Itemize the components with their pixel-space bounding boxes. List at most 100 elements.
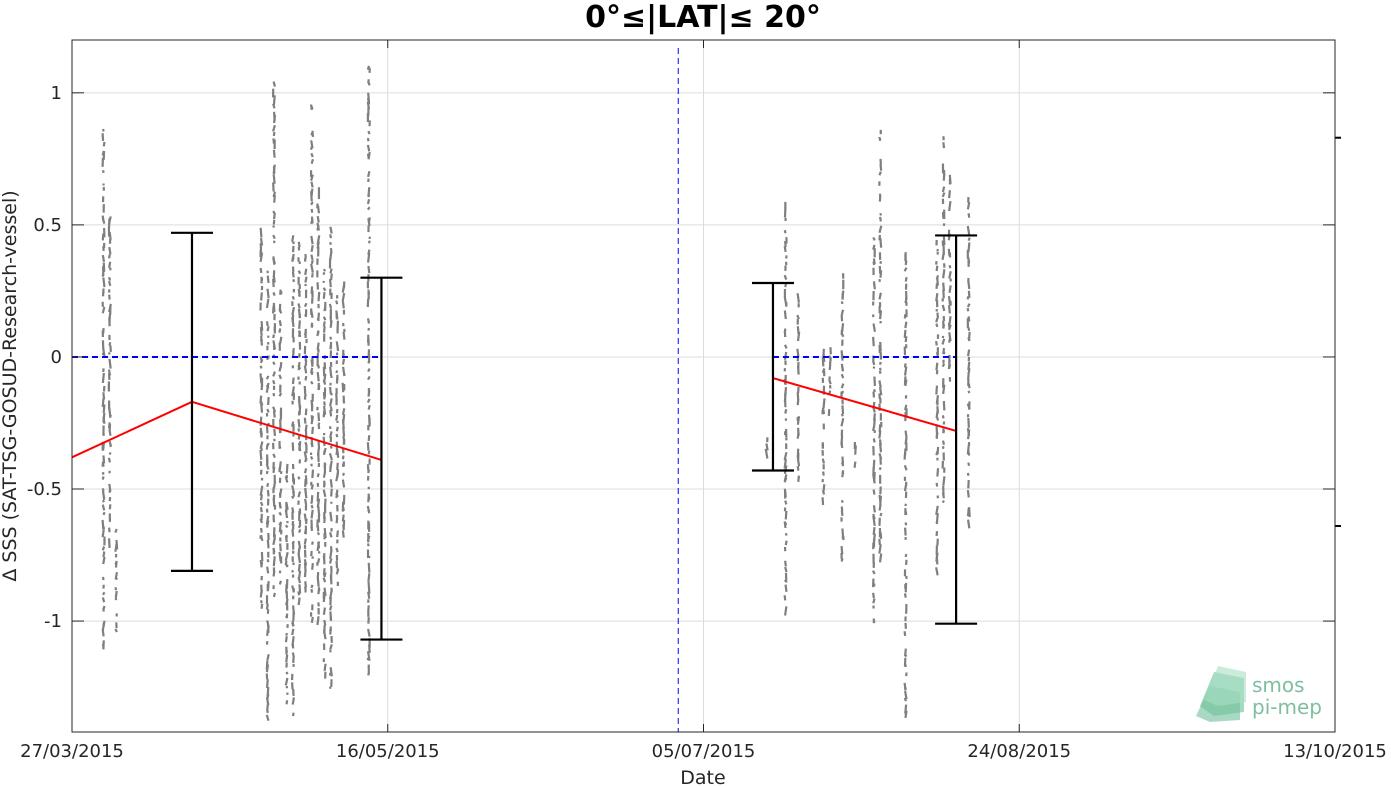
scatter-point: [367, 265, 371, 274]
error-bars: [170, 231, 978, 641]
scatter-point: [316, 371, 320, 382]
scatter-point: [935, 265, 939, 272]
scatter-point: [272, 556, 276, 567]
scatter-point: [784, 584, 788, 592]
scatter-point: [285, 671, 289, 675]
scatter-point: [966, 201, 971, 210]
scatter-point: [310, 322, 314, 327]
scatter-point: [322, 268, 327, 272]
scatter-point: [840, 350, 844, 359]
scatter-point: [366, 442, 370, 451]
scatter-point: [272, 191, 277, 198]
scatter-point: [942, 476, 946, 486]
scatter-point: [266, 654, 270, 661]
scatter-point: [828, 355, 832, 360]
scatter-point: [291, 697, 296, 705]
scatter-point: [298, 528, 302, 534]
scatter-point: [840, 418, 845, 427]
scatter-point: [273, 428, 277, 436]
scatter-point: [259, 449, 263, 460]
scatter-point: [948, 316, 952, 327]
scatter-point: [272, 592, 276, 598]
scatter-point: [903, 366, 908, 376]
y-axis-label: Δ SSS (SAT-TSG-GOSUD-Research-vessel): [0, 190, 21, 581]
scatter-point: [316, 342, 320, 351]
scatter-point: [266, 490, 270, 497]
scatter-point: [102, 277, 106, 288]
scatter-point: [292, 347, 295, 353]
scatter-point: [966, 303, 971, 308]
scatter-points: [101, 65, 971, 721]
scatter-point: [783, 296, 788, 307]
scatter-point: [329, 460, 333, 469]
scatter-point: [329, 445, 333, 449]
scatter-point: [329, 667, 333, 677]
scatter-point: [947, 305, 951, 314]
scatter-point: [272, 292, 276, 296]
scatter-point: [872, 618, 876, 623]
scatter-point: [291, 540, 295, 545]
scatter-point: [265, 321, 269, 327]
scatter-point: [853, 461, 857, 468]
scatter-point: [335, 310, 339, 320]
scatter-point: [317, 506, 321, 517]
scatter-point: [278, 551, 282, 562]
scatter-point: [303, 559, 308, 566]
scatter-point: [840, 309, 845, 316]
scatter-point: [297, 288, 301, 297]
scatter-point: [259, 252, 264, 262]
scatter-point: [941, 186, 946, 193]
scatter-point: [903, 593, 907, 598]
scatter-point: [784, 283, 788, 288]
scatter-point: [304, 475, 308, 485]
scatter-point: [272, 111, 276, 122]
scatter-point: [259, 356, 263, 361]
scatter-point: [367, 450, 371, 455]
scatter-point: [310, 130, 314, 136]
scatter-point: [310, 509, 314, 519]
scatter-point: [259, 373, 263, 384]
scatter-point: [108, 452, 112, 455]
scatter-point: [873, 376, 877, 387]
scatter-point: [367, 368, 371, 373]
scatter-point: [872, 244, 876, 250]
scatter-point: [967, 327, 971, 331]
scatter-point: [872, 505, 876, 513]
scatter-point: [879, 212, 883, 216]
scatter-point: [942, 269, 946, 279]
scatter-point: [259, 469, 263, 475]
scatter-point: [317, 291, 321, 302]
scatter-point: [108, 504, 112, 510]
scatter-point: [101, 215, 105, 220]
scatter-point: [310, 181, 314, 188]
scatter-point: [322, 568, 326, 576]
scatter-point: [107, 422, 111, 429]
scatter-point: [297, 476, 301, 480]
scatter-point: [878, 387, 883, 396]
scatter-point: [904, 437, 908, 445]
scatter-point: [273, 438, 276, 442]
scatter-point: [341, 455, 345, 460]
scatter-point: [872, 258, 876, 265]
scatter-point: [366, 144, 371, 152]
scatter-point: [947, 248, 951, 256]
scatter-point: [303, 365, 308, 374]
scatter-point: [872, 438, 876, 443]
scatter-point: [336, 469, 340, 478]
scatter-point: [292, 279, 295, 283]
scatter-point: [323, 619, 327, 626]
scatter-point: [879, 216, 882, 222]
scatter-point: [101, 628, 105, 637]
scatter-point: [291, 306, 296, 316]
scatter-point: [316, 541, 321, 552]
scatter-point: [873, 389, 876, 393]
scatter-point: [310, 245, 314, 253]
scatter-point: [322, 471, 327, 478]
x-axis-ticks: 27/03/2015 16/05/2015 05/07/2015 24/08/2015…: [20, 40, 1387, 762]
scatter-point: [872, 366, 876, 369]
scatter-point: [284, 636, 288, 643]
scatter-point: [366, 318, 371, 324]
scatter-point: [309, 104, 313, 110]
scatter-point: [101, 372, 105, 384]
scatter-point: [316, 616, 320, 626]
